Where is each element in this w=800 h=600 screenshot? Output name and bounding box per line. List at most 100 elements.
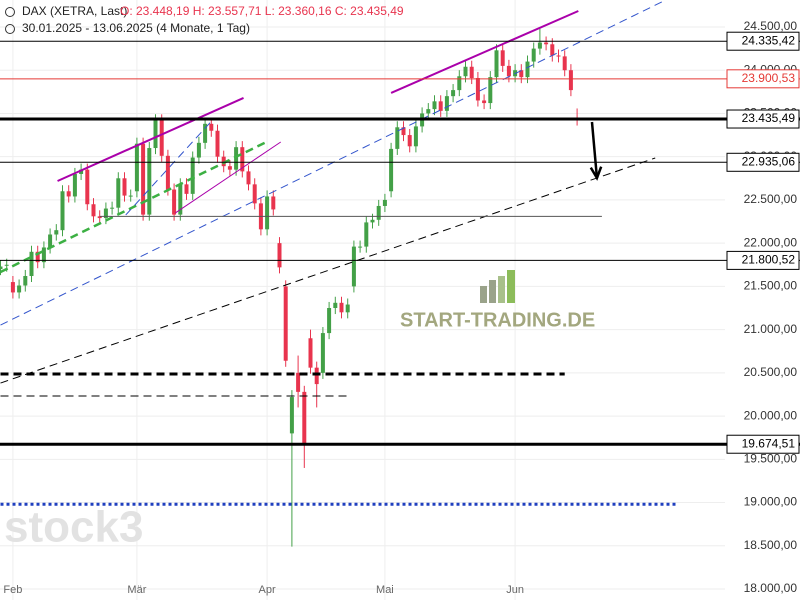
candle-body [463, 66, 468, 77]
candle-body [568, 70, 573, 91]
candle-body [178, 184, 183, 215]
logo-bar [507, 270, 515, 303]
candle-body [519, 70, 524, 78]
watermarks: START-TRADING.DE stock3 [4, 270, 595, 552]
candle-body [91, 204, 96, 217]
level-label: 23.900,53 [742, 71, 796, 85]
candle-body [296, 372, 301, 392]
candle-body [184, 184, 189, 194]
candle-body [544, 42, 549, 45]
candle-body [333, 302, 338, 308]
ohlc: O: 23.448,19 H: 23.557,71 L: 23.360,16 C… [120, 4, 404, 18]
candle-body [134, 143, 139, 192]
y-tick-label: 18.000,00 [744, 581, 798, 595]
candle-body [141, 143, 146, 215]
candle-body [221, 156, 226, 167]
candle-body [556, 55, 561, 57]
level-label-box [726, 109, 800, 129]
candle-body [314, 367, 319, 385]
candle-body [351, 246, 356, 287]
y-tick-label: 19.000,00 [744, 495, 798, 509]
candle-body [457, 76, 462, 91]
candle-body [128, 195, 133, 197]
candle-body [413, 126, 418, 147]
candle-body [358, 246, 363, 248]
candle-body [240, 147, 245, 172]
candle-body [110, 207, 115, 209]
y-tick-label: 21.500,00 [744, 279, 798, 293]
level-label: 21.800,52 [742, 253, 796, 267]
candle-body [345, 304, 350, 313]
candle-body [395, 127, 400, 149]
candle-body [327, 307, 332, 334]
candle-body [72, 173, 77, 197]
level-label-box [726, 434, 800, 454]
candle-body [17, 285, 22, 293]
candle-body [308, 338, 313, 368]
y-tick-label: 22.000,00 [744, 235, 798, 249]
candle-body [444, 96, 449, 111]
candle-body [525, 61, 530, 78]
candle-body [147, 148, 152, 215]
arrow-shaft [590, 121, 599, 179]
candle-body [246, 171, 251, 185]
candle-body [401, 127, 406, 136]
candle-body [320, 333, 325, 373]
candle-body [265, 196, 270, 230]
candle-body [79, 169, 84, 174]
candle-body [252, 184, 257, 204]
symbol: DAX (XETRA, Last) [22, 4, 127, 18]
candle-body [234, 147, 239, 170]
candle-body [370, 219, 375, 223]
candle-body [0, 266, 3, 270]
arrow-head [589, 166, 603, 181]
logo-bar [480, 286, 487, 303]
y-tick-label: 20.000,00 [744, 408, 798, 422]
candle-body [165, 155, 170, 190]
candle-body [190, 157, 195, 194]
candle-body [159, 120, 164, 156]
candle-body [389, 148, 394, 192]
y-tick-label: 19.500,00 [744, 451, 798, 465]
candle-body [364, 222, 369, 247]
candle-body [475, 77, 480, 101]
candle-body [469, 66, 474, 78]
y-tick-label: 22.500,00 [744, 192, 798, 206]
trendline [175, 141, 282, 214]
candle-body [103, 208, 108, 219]
candle-body [209, 123, 214, 131]
candle-body [85, 169, 90, 205]
candle-body [97, 216, 102, 219]
candle-body [438, 101, 443, 111]
candle-body [172, 189, 177, 215]
date-range: 30.01.2025 - 13.06.2025 (4 Monate, 1 Tag… [22, 21, 250, 35]
candle-body [283, 286, 288, 361]
candle-body [10, 282, 15, 293]
candle-body [432, 101, 437, 110]
level-label-box [726, 69, 800, 89]
trendline [0, 139, 269, 274]
icon [5, 24, 15, 34]
candle-body [506, 65, 511, 77]
candle-body [29, 251, 34, 277]
candle-body [153, 120, 158, 149]
candle-body [550, 44, 555, 56]
x-tick-label: Apr [259, 584, 276, 596]
y-tick-label: 21.000,00 [744, 322, 798, 336]
candle-body [60, 191, 65, 231]
candle-body [116, 178, 121, 208]
y-tick-label: 20.500,00 [744, 365, 798, 379]
plot [0, 0, 800, 547]
y-tick-label: 24.500,00 [744, 19, 798, 33]
candle-body [302, 391, 307, 445]
candle-body [531, 48, 536, 62]
candle-body [494, 50, 499, 78]
candle-body [562, 56, 567, 71]
trendline [125, 119, 213, 216]
candle-body [277, 243, 282, 268]
candle-body [35, 251, 40, 263]
candle-body [215, 130, 220, 157]
candle-body [289, 397, 294, 434]
candle-body [41, 247, 46, 263]
header: DAX (XETRA, Last) O: 23.448,19 H: 23.557… [5, 4, 404, 35]
